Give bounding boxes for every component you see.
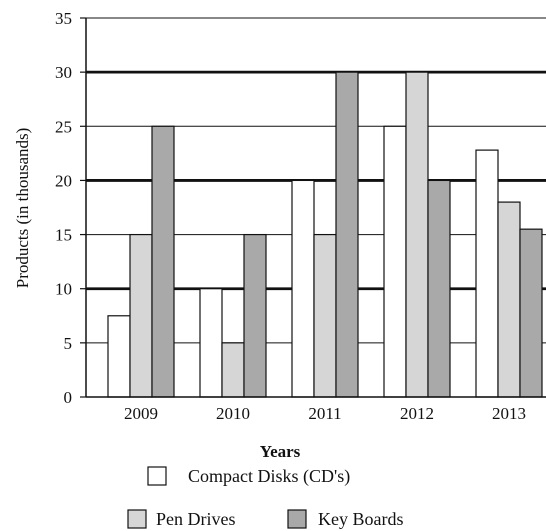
legend-swatch-key-boards: [287, 509, 307, 529]
bar-2011-series-0: [291, 179, 315, 398]
bar-2010-series-2: [243, 233, 267, 398]
legend-label-compact-disks: Compact Disks (CD's): [188, 466, 350, 487]
y-tick-label-10: 10: [55, 280, 72, 299]
bar-2009-series-2: [151, 125, 175, 398]
x-tick-labels: 2009 2010 2011 2012 2013: [124, 404, 526, 423]
bar-2013-series-1: [497, 201, 521, 398]
bar-2012-series-1: [405, 71, 429, 398]
legend-label-key-boards: Key Boards: [318, 509, 403, 529]
legend-label-pen-drives: Pen Drives: [156, 509, 236, 529]
legend-item-pen-drives: Pen Drives: [127, 509, 236, 529]
bar-2013-series-2: [519, 228, 543, 398]
x-tick-label-2012: 2012: [400, 404, 434, 423]
x-tick-label-2011: 2011: [308, 404, 341, 423]
y-tick-label-20: 20: [55, 171, 72, 190]
bar-2011-series-2: [335, 71, 359, 398]
y-tick-labels: 0 5 10 15 20 25 30 35: [55, 9, 86, 407]
legend-item-compact-disks: Compact Disks (CD's): [147, 466, 350, 487]
x-tick-label-2009: 2009: [124, 404, 158, 423]
y-tick-label-35: 35: [55, 9, 72, 28]
y-tick-label-5: 5: [64, 334, 73, 353]
bar-2011-series-1: [313, 233, 337, 398]
x-tick-label-2010: 2010: [216, 404, 250, 423]
bar-2009-series-1: [129, 233, 153, 398]
y-tick-label-0: 0: [64, 388, 73, 407]
bar-2010-series-1: [221, 342, 245, 398]
legend-swatch-pen-drives: [127, 509, 147, 529]
x-axis-title: Years: [260, 442, 301, 461]
y-tick-label-15: 15: [55, 226, 72, 245]
legend: Compact Disks (CD's) Pen Drives Key Boar…: [127, 466, 403, 529]
y-tick-label-30: 30: [55, 63, 72, 82]
bar-2009-series-0: [107, 315, 131, 398]
bars: [107, 71, 543, 398]
legend-item-key-boards: Key Boards: [287, 509, 403, 529]
legend-swatch-compact-disks: [147, 466, 167, 486]
bar-2012-series-2: [427, 179, 451, 398]
bar-2012-series-0: [383, 125, 407, 398]
axes: [85, 18, 546, 398]
y-axis-title: Products (in thousands): [13, 128, 32, 289]
x-tick-label-2013: 2013: [492, 404, 526, 423]
bar-2010-series-0: [199, 288, 223, 398]
bar-2013-series-0: [475, 149, 499, 398]
y-tick-label-25: 25: [55, 117, 72, 136]
